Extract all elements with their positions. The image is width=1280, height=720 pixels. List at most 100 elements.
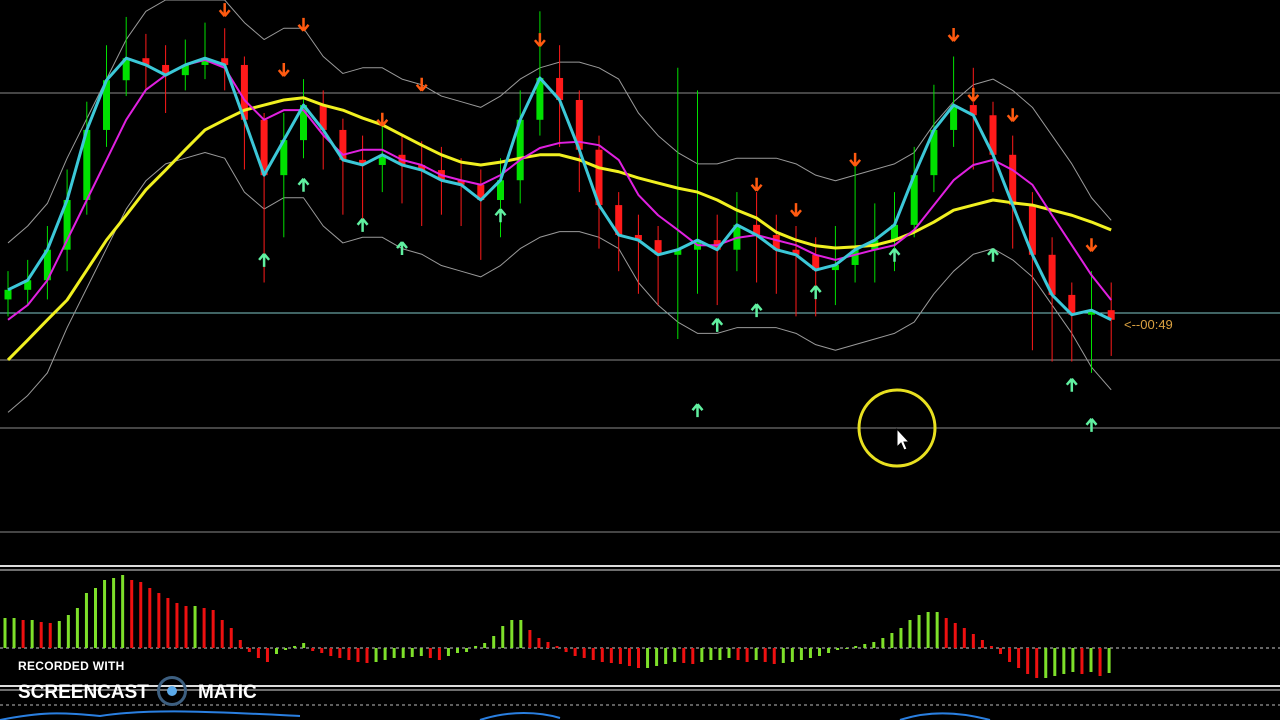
histogram-bar-up (854, 646, 858, 648)
histogram-bar-up (302, 643, 306, 648)
histogram-bar-up (890, 633, 894, 648)
histogram-bar-up (465, 648, 469, 652)
histogram-bar-down (999, 648, 1002, 654)
watermark-brand-right: MATIC (198, 682, 257, 703)
histogram-bar-up (727, 648, 731, 658)
histogram-bar-down (537, 638, 541, 648)
buy-arrow-icon (258, 253, 271, 267)
bear-candle (457, 180, 465, 185)
histogram-bar-up (30, 620, 34, 648)
histogram-bar-down (772, 648, 776, 664)
histogram-bar-down (582, 648, 586, 658)
candle-timer-label: <--00:49 (1124, 317, 1173, 332)
histogram-bar-up (401, 648, 405, 658)
sell-arrow-icon (218, 3, 231, 17)
sell-arrow-icon (277, 63, 290, 77)
histogram-bar-down (609, 648, 613, 663)
histogram-bar-up (845, 648, 849, 649)
bull-candle (851, 249, 859, 265)
sell-arrow-icon (750, 177, 763, 192)
histogram-bar-down (618, 648, 622, 664)
histogram-bar-down (238, 640, 242, 648)
histogram-bar-down (428, 648, 432, 658)
histogram-bar-up (75, 608, 79, 648)
histogram-bar-up (103, 580, 107, 648)
buy-arrow-icon (396, 241, 408, 256)
sell-arrow-icon (297, 17, 310, 32)
bull-candle (950, 105, 958, 130)
histogram-bar-up (112, 578, 116, 648)
bull-candle (831, 264, 839, 271)
sell-arrow-icon (1006, 108, 1019, 123)
histogram-bar-down (944, 618, 948, 648)
histogram-bar-up (121, 575, 125, 648)
bear-candle (969, 105, 977, 116)
bull-candle (4, 289, 12, 300)
histogram-bar-up (836, 648, 840, 650)
histogram-bar-down (989, 646, 993, 648)
histogram-bar-up (3, 618, 7, 648)
watermark-brand-left: SCREENCAST (18, 682, 149, 703)
sell-arrow-icon (849, 152, 862, 167)
histogram-bar-up (935, 612, 939, 648)
histogram-bar-up (808, 648, 812, 658)
histogram-bar-up (1062, 648, 1066, 674)
bull-candle (674, 249, 682, 255)
histogram-bar-down (564, 648, 568, 652)
histogram-bar-down (1026, 648, 1030, 674)
histogram-bar-down (229, 628, 233, 648)
bear-candle (753, 224, 761, 236)
histogram-bar-up (700, 648, 704, 662)
bear-candle (1028, 205, 1036, 255)
bear-candle (772, 235, 780, 250)
bear-candle (1048, 254, 1056, 295)
histogram-bar-down (211, 610, 215, 648)
histogram-bar-down (437, 648, 441, 660)
bear-candle (1107, 310, 1115, 320)
histogram-bar-down (980, 640, 984, 648)
histogram-bar-down (627, 648, 631, 666)
histogram-bar-down (184, 606, 188, 648)
histogram-bar-up (881, 638, 885, 648)
histogram-bar-up (94, 588, 97, 648)
histogram-bar-up (917, 615, 921, 648)
bear-candle (260, 119, 268, 176)
histogram-bar-up (275, 648, 278, 654)
histogram-bar-down (21, 620, 25, 648)
histogram-bar-up (1089, 648, 1093, 672)
bull-candle (201, 58, 209, 65)
lower-indicator-line (0, 710, 991, 720)
histogram-bar-down (157, 593, 161, 648)
histogram-bar-up (818, 648, 821, 656)
histogram-bar-down (1017, 648, 1021, 668)
sell-arrow-icon (376, 112, 389, 127)
histogram-bar-up (872, 642, 876, 648)
bull-candle (536, 77, 544, 120)
bull-candle (891, 224, 898, 241)
mouse-cursor-icon (896, 427, 911, 451)
histogram-bar-down (175, 603, 179, 648)
histogram-bar-up (754, 648, 758, 660)
histogram-bar-up (510, 620, 514, 648)
bull-candle (300, 105, 307, 141)
bull-candle (1088, 310, 1095, 315)
histogram-bar-down (48, 623, 52, 648)
bull-candle (122, 58, 130, 81)
histogram-bar-down (573, 648, 577, 656)
histogram-bar-up (492, 636, 496, 648)
sell-arrow-icon (947, 28, 960, 42)
bear-candle (1068, 294, 1076, 315)
bull-candle (497, 180, 504, 200)
histogram-bar-down (139, 582, 143, 648)
histogram-bar-down (745, 648, 749, 662)
watermark-recorded-with: RECORDED WITH (18, 659, 125, 673)
histogram-bar-up (899, 628, 903, 648)
histogram-bar-down (637, 648, 640, 668)
histogram-bar-down (591, 648, 595, 660)
bear-candle (654, 240, 662, 255)
histogram-bar-up (419, 648, 423, 656)
histogram-bar-up (926, 612, 930, 648)
bull-candle (378, 154, 386, 165)
histogram-bar-up (374, 648, 378, 662)
